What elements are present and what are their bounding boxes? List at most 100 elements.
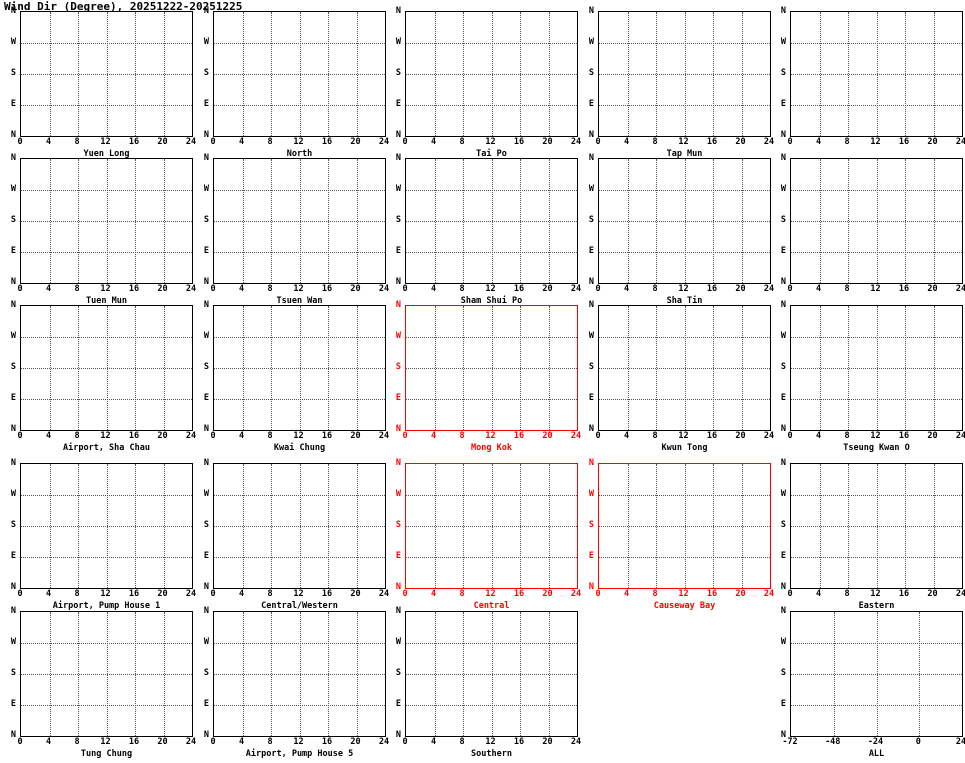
x-tick-label: 0	[17, 431, 23, 441]
y-tick-label: E	[203, 246, 209, 256]
y-tick-label: S	[10, 668, 16, 678]
chart-panel: N W S E N 0 4 8 12 16 20 24 Kwai Chung	[204, 301, 389, 457]
gridline-horizontal	[791, 674, 962, 675]
chart-panel: N W S E N 0 4 8 12 16 20 24 Sha Tin	[589, 154, 774, 310]
plot-area	[598, 305, 771, 431]
gridline-horizontal	[21, 674, 192, 675]
y-tick-label: N	[588, 153, 594, 163]
gridline-horizontal	[406, 557, 577, 558]
x-tick-label: 12	[100, 284, 111, 294]
y-tick-label: S	[10, 68, 16, 78]
y-tick-label: S	[780, 68, 786, 78]
y-tick-label: W	[588, 184, 594, 194]
panel-title: Tap Mun	[666, 149, 703, 159]
gridline-horizontal	[21, 105, 192, 106]
gridline-horizontal	[599, 105, 770, 106]
y-tick-label: E	[395, 551, 401, 561]
y-tick-label: S	[395, 520, 401, 530]
panel-title: Airport, Pump House 5	[245, 749, 354, 759]
chart-panel: N W S E N 0 4 8 12 16 20 24 Airport, Sha Chau	[11, 301, 196, 457]
x-tick-label: 24	[570, 737, 582, 747]
x-tick-label: 12	[485, 431, 496, 441]
panel-title: Mong Kok	[471, 443, 512, 453]
x-tick-label: 8	[844, 284, 850, 294]
y-tick-label: N	[780, 277, 786, 287]
x-tick-label: 20	[735, 284, 746, 294]
chart-panel: N W S E N 0 4 8 12 16 20 24 Tuen Mun	[11, 154, 196, 310]
x-tick-label: 12	[678, 284, 689, 294]
x-tick-label: 8	[74, 431, 80, 441]
chart-panel: N W S E N 0 4 8 12 16 20 24 Central	[396, 459, 581, 615]
y-tick-label: N	[10, 6, 16, 16]
y-tick-label: N	[395, 277, 401, 287]
x-tick-label: 8	[844, 589, 850, 599]
x-tick-label: 12	[870, 589, 881, 599]
y-tick-label: S	[10, 215, 16, 225]
y-tick-label: N	[780, 606, 786, 616]
y-tick-label: W	[780, 637, 786, 647]
y-tick-label: S	[10, 362, 16, 372]
y-tick-label: N	[203, 300, 209, 310]
y-tick-label: S	[203, 68, 209, 78]
gridline-horizontal	[406, 74, 577, 75]
y-tick-label: E	[10, 551, 16, 561]
gridline-horizontal	[406, 495, 577, 496]
x-tick-label: 4	[815, 589, 822, 599]
x-tick-label: 0	[210, 589, 216, 599]
y-tick-label: N	[10, 277, 16, 287]
x-tick-label: 24	[570, 137, 582, 147]
y-tick-label: E	[10, 99, 16, 109]
y-tick-label: E	[10, 246, 16, 256]
x-tick-label: 20	[157, 431, 168, 441]
gridline-horizontal	[21, 368, 192, 369]
x-tick-label: 24	[185, 737, 197, 747]
x-tick-label: 24	[185, 431, 197, 441]
y-tick-label: S	[203, 520, 209, 530]
y-tick-label: W	[780, 331, 786, 341]
plot-area	[20, 611, 193, 737]
x-tick-label: 12	[293, 589, 304, 599]
gridline-horizontal	[214, 495, 385, 496]
panel-title: Yuen Long	[83, 149, 130, 159]
gridline-horizontal	[214, 252, 385, 253]
x-tick-label: 4	[238, 431, 245, 441]
x-tick-label: 16	[706, 589, 718, 599]
gridline-horizontal	[214, 705, 385, 706]
y-tick-label: N	[588, 424, 594, 434]
y-tick-label: W	[203, 331, 209, 341]
y-tick-label: E	[588, 246, 594, 256]
plot-area	[598, 158, 771, 284]
x-tick-label: 12	[100, 431, 111, 441]
x-tick-label: 4	[238, 137, 245, 147]
panel-title: Tuen Mun	[86, 296, 127, 306]
gridline-horizontal	[214, 526, 385, 527]
x-tick-label: 4	[430, 431, 437, 441]
x-tick-label: 16	[513, 284, 525, 294]
x-tick-label: 16	[321, 284, 333, 294]
x-tick-label: 12	[293, 137, 304, 147]
panel-title: Sha Tin	[666, 296, 703, 306]
y-tick-label: N	[10, 458, 16, 468]
x-tick-label: 8	[459, 284, 465, 294]
gridline-horizontal	[791, 557, 962, 558]
plot-area	[20, 11, 193, 137]
gridline-horizontal	[791, 705, 962, 706]
x-tick-label: 16	[706, 431, 718, 441]
y-tick-label: S	[780, 215, 786, 225]
y-tick-label: N	[395, 606, 401, 616]
x-tick-label: 8	[74, 284, 80, 294]
x-tick-label: 0	[402, 737, 408, 747]
x-tick-label: 16	[706, 137, 718, 147]
plot-area	[213, 11, 386, 137]
x-tick-label: 12	[870, 284, 881, 294]
x-tick-label: 8	[459, 137, 465, 147]
chart-panel: N W S E N 0 4 8 12 16 20 24 North	[204, 7, 389, 163]
x-tick-label: 8	[267, 589, 273, 599]
x-tick-label: 8	[459, 431, 465, 441]
gridline-horizontal	[214, 74, 385, 75]
plot-area	[213, 611, 386, 737]
plot-area	[405, 11, 578, 137]
x-tick-label: 0	[17, 284, 23, 294]
chart-panel: N W S E N 0 4 8 12 16 20 24 Tung Chung	[11, 607, 196, 763]
